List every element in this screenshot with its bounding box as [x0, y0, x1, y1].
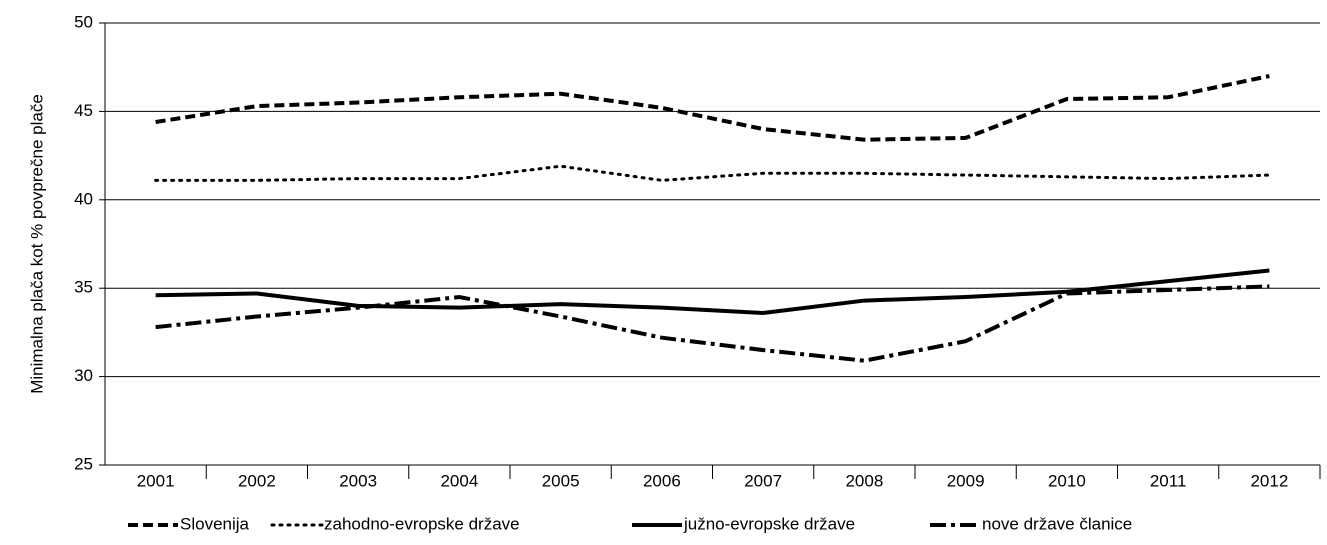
- legend-label: južno-evropske države: [683, 514, 855, 533]
- x-tick-label: 2005: [542, 471, 580, 490]
- series-line: [155, 268, 1270, 315]
- y-tick-label: 30: [74, 366, 93, 385]
- x-tick-label: 2003: [339, 471, 377, 490]
- x-tick-label: 2002: [238, 471, 276, 490]
- y-axis-label: Minimalna plača kot % povprečne plače: [27, 94, 46, 394]
- y-tick-label: 25: [74, 454, 93, 473]
- y-tick-label: 35: [74, 278, 93, 297]
- x-tick-label: 2007: [744, 471, 782, 490]
- series-line: [155, 74, 1270, 142]
- x-tick-label: 2010: [1048, 471, 1086, 490]
- x-tick-label: 2001: [137, 471, 175, 490]
- legend-label: Slovenija: [180, 514, 250, 533]
- x-tick-label: 2012: [1250, 471, 1288, 490]
- y-tick-label: 40: [74, 189, 93, 208]
- x-tick-label: 2009: [947, 471, 985, 490]
- y-tick-label: 45: [74, 101, 93, 120]
- legend-label: zahodno-evropske države: [324, 514, 520, 533]
- x-tick-label: 2011: [1150, 471, 1187, 490]
- legend-label: nove države članice: [982, 514, 1132, 533]
- x-tick-label: 2004: [440, 471, 478, 490]
- x-tick-label: 2006: [643, 471, 681, 490]
- series-line: [154, 164, 1271, 182]
- series-line: [155, 284, 1270, 363]
- y-tick-label: 50: [74, 12, 93, 31]
- x-tick-label: 2008: [845, 471, 883, 490]
